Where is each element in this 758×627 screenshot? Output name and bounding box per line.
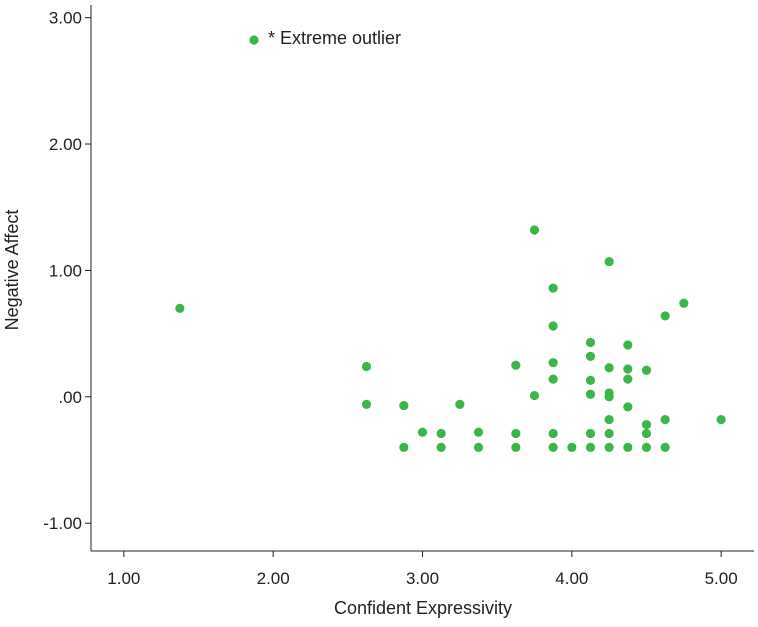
legend-marker xyxy=(249,35,259,45)
data-point xyxy=(548,442,558,452)
data-point xyxy=(473,442,484,452)
data-point xyxy=(585,351,596,361)
data-point xyxy=(585,428,596,439)
y-axis-ticks: -1.00 .00 1.00 2.00 3.00 xyxy=(43,9,91,533)
data-point xyxy=(660,442,670,452)
x-tick-label: 1.00 xyxy=(107,569,140,588)
data-point xyxy=(585,337,596,348)
x-tick-label: 5.00 xyxy=(705,569,738,588)
data-point xyxy=(511,360,521,370)
data-point xyxy=(585,389,596,399)
data-point xyxy=(548,428,558,439)
data-point xyxy=(548,358,558,368)
data-point xyxy=(623,374,633,384)
y-axis-title: Negative Affect xyxy=(2,210,22,331)
data-point xyxy=(361,361,372,372)
data-point xyxy=(399,401,409,411)
data-point xyxy=(585,375,596,385)
x-tick-label: 3.00 xyxy=(406,569,439,588)
x-axis-ticks: 1.00 2.00 3.00 4.00 5.00 xyxy=(107,551,738,588)
data-point xyxy=(623,340,633,350)
data-point xyxy=(641,420,652,430)
data-point xyxy=(660,311,670,321)
data-point xyxy=(679,298,689,308)
data-point xyxy=(529,390,540,401)
x-tick-label: 2.00 xyxy=(257,569,290,588)
data-point xyxy=(716,414,726,425)
data-point xyxy=(548,374,558,384)
data-point xyxy=(604,442,614,452)
data-point xyxy=(641,442,652,452)
x-axis-title: Confident Expressivity xyxy=(334,598,512,618)
y-tick-label: 2.00 xyxy=(49,135,82,154)
data-point xyxy=(548,321,558,331)
y-tick-label: 1.00 xyxy=(49,261,82,280)
data-point xyxy=(660,414,670,425)
data-point xyxy=(604,428,614,439)
data-point xyxy=(641,428,652,439)
legend-label: * Extreme outlier xyxy=(268,28,401,48)
data-point xyxy=(604,363,614,373)
data-point xyxy=(567,442,577,452)
data-point xyxy=(529,225,540,235)
data-point xyxy=(361,399,372,409)
data-point xyxy=(604,414,614,425)
data-point xyxy=(511,442,521,452)
data-point xyxy=(455,399,465,409)
data-point xyxy=(585,442,596,452)
data-point xyxy=(436,442,446,452)
data-point xyxy=(623,364,633,374)
x-tick-label: 4.00 xyxy=(555,569,588,588)
data-point xyxy=(623,402,633,412)
data-point xyxy=(604,256,614,267)
data-point xyxy=(399,442,409,452)
y-tick-label: 3.00 xyxy=(49,9,82,28)
data-point xyxy=(473,427,484,437)
chart-axes xyxy=(90,5,754,552)
data-point xyxy=(623,442,633,452)
y-tick-label: .00 xyxy=(58,388,82,407)
data-point xyxy=(175,303,185,313)
data-point xyxy=(604,392,614,402)
data-point xyxy=(511,428,521,439)
y-tick-label: -1.00 xyxy=(43,514,82,533)
data-point xyxy=(641,365,652,375)
data-point xyxy=(548,283,558,293)
legend: * Extreme outlier xyxy=(249,28,401,48)
data-point xyxy=(436,428,446,439)
data-points xyxy=(175,225,726,452)
data-point xyxy=(417,427,428,437)
